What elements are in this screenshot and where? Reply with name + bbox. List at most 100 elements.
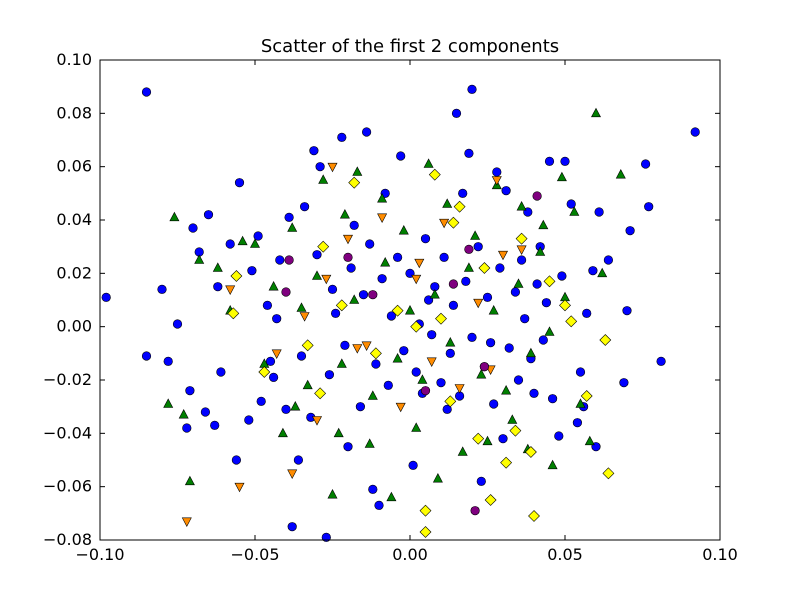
data-point-triangle-up-1-62 (544, 326, 555, 336)
data-point-circle-3-6 (470, 506, 480, 516)
data-point-circle-0-15 (210, 420, 220, 430)
data-point-circle-0-80 (272, 314, 282, 324)
data-point-triangle-down-2-2 (234, 482, 245, 493)
data-point-triangle-up-1-3 (178, 409, 189, 419)
data-point-triangle-up-1-48 (367, 390, 378, 400)
data-point-circle-3-8 (448, 279, 459, 289)
data-point-circle-0-76 (554, 431, 564, 441)
data-points-layer (101, 84, 700, 542)
data-point-circle-0-25 (275, 255, 285, 265)
data-point-diamond-4-14 (478, 262, 491, 274)
data-point-circle-0-62 (572, 418, 583, 428)
data-point-triangle-up-1-36 (538, 219, 549, 230)
data-point-triangle-up-1-4 (184, 475, 195, 486)
data-point-circle-0-90 (358, 290, 369, 300)
data-point-circle-3-7 (368, 290, 378, 300)
data-point-circle-3-2 (464, 244, 474, 254)
data-point-circle-0-102 (427, 330, 437, 340)
data-point-diamond-4-29 (444, 395, 457, 408)
data-point-circle-0-21 (247, 266, 257, 276)
y-tick-label: 0.10 (56, 50, 92, 69)
data-point-circle-0-31 (315, 162, 325, 172)
data-point-circle-0-92 (371, 359, 381, 369)
data-point-circle-0-46 (458, 188, 468, 198)
data-point-circle-0-28 (293, 455, 304, 465)
data-point-diamond-4-13 (369, 347, 382, 360)
data-point-circle-0-33 (327, 284, 338, 294)
data-point-circle-0-17 (216, 367, 226, 377)
data-point-circle-0-26 (281, 404, 291, 414)
data-point-triangle-up-1-29 (457, 446, 468, 456)
data-point-diamond-4-31 (335, 299, 348, 312)
data-point-triangle-up-1-23 (386, 491, 397, 502)
data-point-triangle-up-1-41 (584, 435, 595, 446)
data-point-circle-0-114 (489, 399, 499, 409)
data-point-diamond-4-7 (227, 307, 240, 320)
data-point-diamond-4-22 (484, 494, 497, 506)
data-point-diamond-4-1 (428, 168, 441, 181)
data-point-triangle-down-2-16 (454, 384, 465, 394)
data-point-circle-0-115 (495, 263, 505, 273)
data-point-triangle-up-1-51 (405, 305, 415, 315)
data-point-triangle-up-1-49 (380, 257, 391, 267)
data-point-circle-0-113 (482, 292, 493, 302)
data-point-diamond-4-28 (435, 312, 447, 325)
data-point-circle-0-94 (383, 380, 393, 390)
data-point-circle-0-29 (300, 202, 310, 212)
data-point-triangle-down-2-10 (361, 341, 372, 351)
data-point-circle-0-68 (622, 306, 632, 316)
data-point-circle-0-110 (467, 332, 477, 342)
data-point-diamond-4-17 (472, 432, 485, 445)
data-point-triangle-up-1-58 (501, 385, 512, 395)
data-point-triangle-up-1-43 (615, 169, 626, 179)
data-point-circle-0-65 (594, 207, 604, 217)
chart-title: Scatter of the first 2 components (261, 36, 559, 57)
y-tick-label: −0.02 (43, 370, 92, 389)
data-point-triangle-down-2-14 (426, 357, 437, 367)
data-point-triangle-up-1-53 (429, 289, 440, 299)
y-tick-label: 0.04 (56, 210, 92, 229)
data-point-circle-0-81 (284, 212, 294, 222)
axes-frame (99, 59, 721, 541)
data-point-circle-0-11 (203, 210, 214, 220)
data-point-circle-0-104 (436, 378, 446, 388)
data-point-circle-0-58 (547, 394, 558, 404)
data-point-triangle-up-1-57 (488, 305, 499, 315)
data-point-circle-0-24 (269, 372, 279, 382)
data-point-triangle-up-1-56 (476, 369, 487, 379)
data-point-diamond-4-25 (419, 526, 432, 538)
data-point-circle-0-18 (225, 239, 235, 249)
data-point-triangle-up-1-34 (516, 201, 527, 211)
data-point-circle-0-0 (141, 87, 152, 97)
data-point-circle-0-32 (321, 532, 331, 542)
y-tick-label: 0.02 (56, 263, 92, 282)
x-tick-label: 0.10 (702, 545, 738, 564)
data-point-triangle-up-1-21 (364, 438, 375, 448)
data-point-diamond-4-0 (348, 176, 361, 189)
data-point-triangle-up-1-59 (513, 278, 524, 288)
data-point-triangle-up-1-6 (212, 262, 223, 272)
data-point-circle-0-116 (504, 343, 514, 353)
data-point-circle-0-2 (690, 127, 700, 137)
data-point-triangle-up-1-20 (352, 166, 363, 176)
data-point-triangle-down-2-11 (377, 213, 388, 223)
data-point-triangle-up-1-42 (597, 267, 608, 278)
data-point-triangle-up-1-33 (507, 414, 518, 424)
y-tick-label: −0.08 (43, 530, 92, 549)
data-point-triangle-down-2-21 (312, 416, 322, 426)
data-point-circle-0-57 (544, 156, 555, 166)
data-point-circle-0-106 (445, 348, 455, 358)
data-point-circle-0-123 (541, 298, 552, 308)
data-point-circle-0-30 (309, 146, 319, 156)
x-tick-label: −0.10 (75, 545, 124, 564)
data-point-triangle-up-1-37 (547, 459, 558, 470)
data-point-triangle-down-2-13 (414, 258, 425, 269)
data-point-triangle-down-2-6 (271, 349, 282, 359)
data-point-triangle-up-1-17 (327, 489, 338, 499)
data-point-circle-0-4 (101, 292, 111, 302)
data-point-circle-0-7 (163, 356, 173, 366)
data-point-triangle-up-1-1 (163, 398, 174, 408)
data-point-triangle-up-1-52 (417, 374, 428, 384)
data-point-triangle-down-2-9 (343, 234, 353, 245)
y-tick-label: −0.06 (43, 477, 92, 496)
